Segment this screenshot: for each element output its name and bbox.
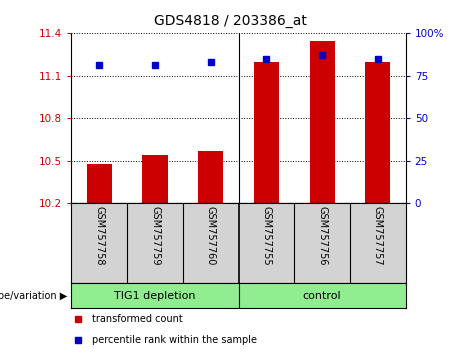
Text: GSM757760: GSM757760 <box>206 206 216 265</box>
Text: GDS4818 / 203386_at: GDS4818 / 203386_at <box>154 15 307 28</box>
Text: TIG1 depletion: TIG1 depletion <box>114 291 196 301</box>
Text: control: control <box>303 291 342 301</box>
Text: genotype/variation ▶: genotype/variation ▶ <box>0 291 67 301</box>
Bar <box>365 62 390 204</box>
Text: GSM757759: GSM757759 <box>150 206 160 266</box>
Text: percentile rank within the sample: percentile rank within the sample <box>91 335 256 345</box>
Text: GSM757755: GSM757755 <box>261 206 272 266</box>
Bar <box>254 62 279 204</box>
Bar <box>198 151 223 204</box>
Text: GSM757757: GSM757757 <box>373 206 383 266</box>
Bar <box>87 164 112 204</box>
Text: GSM757758: GSM757758 <box>95 206 104 266</box>
Text: GSM757756: GSM757756 <box>317 206 327 266</box>
Text: transformed count: transformed count <box>91 314 182 324</box>
Bar <box>310 41 335 204</box>
Bar <box>142 155 167 204</box>
